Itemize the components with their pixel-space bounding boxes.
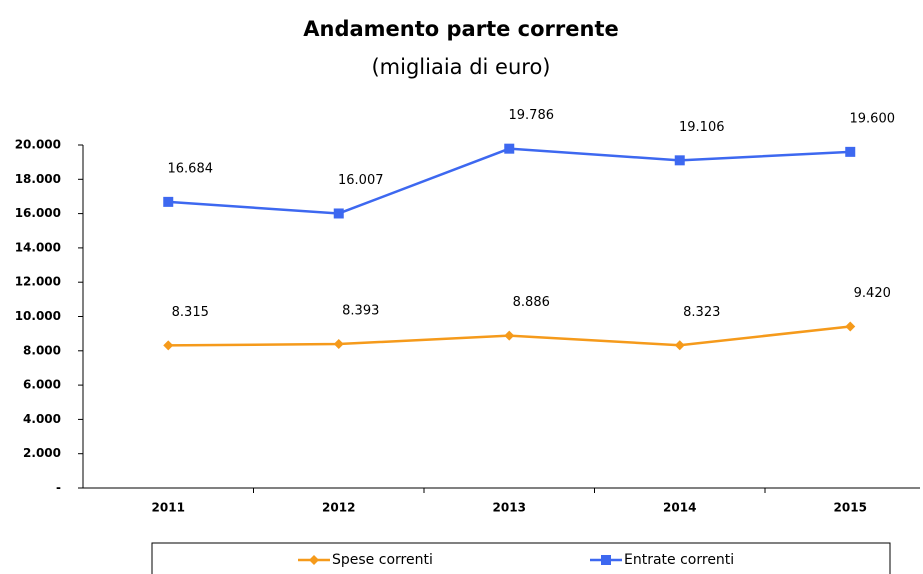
point: [309, 555, 319, 565]
legend-label: Entrate correnti: [624, 552, 734, 568]
x-tick-label: 2012: [322, 501, 355, 515]
point: [674, 155, 685, 166]
value-label: 8.315: [172, 305, 209, 320]
y-tick-label: 18.000: [15, 172, 61, 186]
y-tick-label: 16.000: [15, 206, 61, 220]
point: [504, 143, 515, 154]
value-label: 8.886: [513, 295, 550, 310]
chart-title: Andamento parte corrente: [303, 17, 618, 41]
y-tick-label: 4.000: [23, 412, 61, 426]
value-label: 19.600: [850, 111, 896, 126]
y-tick-label: 2.000: [23, 446, 61, 460]
value-label: 19.786: [509, 108, 555, 123]
legend-box: [151, 542, 891, 574]
point: [163, 196, 174, 207]
legend-label: Spese correnti: [332, 552, 433, 568]
value-label: 16.684: [168, 161, 214, 176]
y-tick-label: 14.000: [15, 240, 61, 254]
y-tick-label: 20.000: [15, 138, 61, 152]
value-label: 16.007: [338, 173, 384, 188]
value-label: 9.420: [854, 286, 891, 301]
point: [601, 555, 611, 565]
chart-subtitle: (migliaia di euro): [371, 55, 550, 79]
y-tick-label: 12.000: [15, 275, 61, 289]
point: [845, 146, 856, 157]
x-tick-label: 2014: [663, 501, 696, 515]
value-label: 8.323: [683, 305, 720, 320]
point: [333, 208, 344, 219]
point: [504, 330, 515, 341]
value-label: 19.106: [679, 120, 725, 135]
series-line: [168, 147, 851, 215]
x-tick-label: 2015: [834, 501, 867, 515]
y-tick-label: -: [56, 481, 61, 495]
point: [674, 340, 685, 351]
point: [333, 339, 344, 350]
y-tick-label: 6.000: [23, 378, 61, 392]
value-label: 8.393: [342, 304, 379, 319]
y-tick-label: 8.000: [23, 343, 61, 357]
point: [845, 321, 856, 332]
y-tick-label: 10.000: [15, 309, 61, 323]
x-tick-label: 2011: [152, 501, 185, 515]
point: [163, 340, 174, 351]
x-tick-label: 2013: [493, 501, 526, 515]
